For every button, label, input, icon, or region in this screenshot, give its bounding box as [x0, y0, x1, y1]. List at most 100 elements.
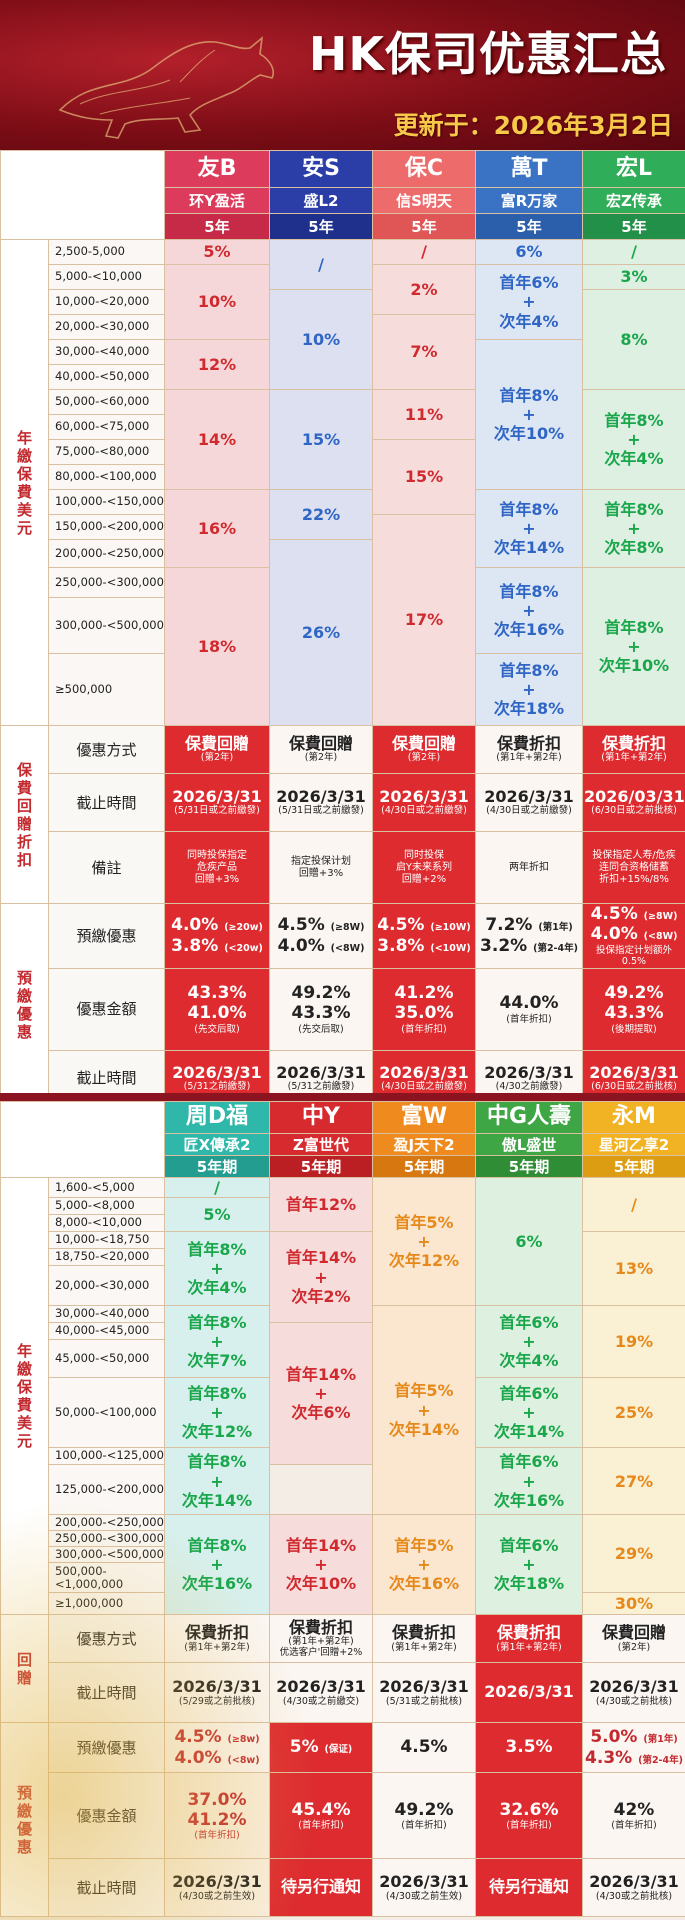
premium-range: 500,000- <1,000,000 [48, 1562, 165, 1594]
rate-cell: 首年6% + 次年18% [475, 1514, 583, 1616]
rate-cell: / [582, 239, 685, 265]
rate-cell: 11% [372, 389, 476, 440]
company-name: 中G人壽 [475, 1101, 583, 1134]
prepay-cell: 4.5% (≥8w) 4.0% (<8w) [164, 1722, 270, 1774]
section-label: 年繳保費美元 [0, 239, 49, 726]
deadline-cell: 待另行通知 [269, 1858, 373, 1918]
amount-cell: 41.2% 35.0% (首年折扣) [372, 967, 476, 1051]
product-name: 信S明天 [372, 187, 476, 214]
premium-range: 30,000-<40,000 [48, 339, 165, 365]
rate-cell: 首年8% + 次年10% [582, 567, 685, 726]
page-title: HK保司优惠汇总 [308, 27, 667, 81]
premium-range: 40,000-<45,000 [48, 1322, 165, 1341]
rate-cell: 首年6% + 次年16% [475, 1447, 583, 1516]
rate-cell: 首年6% + 次年14% [475, 1377, 583, 1449]
offer-method: 保費回贈 (第2年) [372, 725, 476, 774]
rate-cell: 30% [582, 1592, 685, 1616]
premium-range: 5,000-<8,000 [48, 1197, 165, 1216]
deadline-cell: 2026/03/31 (6/30日或之前批核) [582, 773, 685, 832]
prepay-cell: 5% (保证) [269, 1722, 373, 1774]
product-name: 宏Z传承 [582, 187, 685, 214]
company-name: 宏L [582, 150, 685, 188]
section-label: 年繳保費美元 [0, 1176, 49, 1616]
deadline-cell: 2026/3/31 (4/30或之前生效) [372, 1858, 476, 1918]
offer-method: 保費折扣 (第1年+第2年) 优选客户'回贈+2% [269, 1614, 373, 1664]
row-label: 備註 [48, 831, 165, 904]
premium-range: 30,000-<40,000 [48, 1305, 165, 1324]
update-date: 更新于：2026年3月2日 [393, 111, 673, 140]
rate-cell: 7% [372, 314, 476, 390]
company-name: 保C [372, 150, 476, 188]
company-name: 友B [164, 150, 270, 188]
rate-cell: 26% [269, 539, 373, 726]
rate-cell: 首年8% + 次年8% [582, 489, 685, 568]
deadline-cell: 2026/3/31 (5/31日或之前繳發) [164, 773, 270, 832]
offer-method: 保費回贈 (第2年) [269, 725, 373, 774]
section-label: 預繳優惠 [0, 1722, 49, 1918]
rate-cell: 首年5% + 次年12% [372, 1176, 476, 1307]
product-years: 5年 [269, 213, 373, 240]
note-cell: 同時投保指定 危疾产品 回贈+3% [164, 831, 270, 904]
prepay-cell: 4.5% (≥10W) 3.8% (<10W) [372, 903, 476, 969]
rate-cell: 14% [164, 389, 270, 490]
rate-cell: 首年14% + 次年6% [269, 1322, 373, 1466]
premium-range: 18,750-<20,000 [48, 1248, 165, 1267]
note-cell: 投保指定人寿/危疾 连同合资格储蓄 折扣+15%/8% [582, 831, 685, 904]
premium-range: 300,000-<500,000 [48, 597, 165, 654]
amount-cell: 49.2% (首年折扣) [372, 1772, 476, 1860]
offer-method: 保費回贈 (第2年) [582, 1614, 685, 1664]
premium-range: 250,000-<300,000 [48, 1530, 165, 1548]
product-name: 富R万家 [475, 187, 583, 214]
row-label: 優惠金額 [48, 1772, 165, 1860]
product-name: 星河乙享2 [582, 1133, 685, 1156]
rate-cell: 3% [582, 264, 685, 290]
rate-cell: 首年8% + 次年10% [475, 339, 583, 490]
premium-range: 1,600-<5,000 [48, 1176, 165, 1199]
rate-cell: 首年8% + 次年4% [582, 389, 685, 490]
rate-cell: 首年8% + 次年4% [164, 1231, 270, 1307]
rate-cell: 首年12% [269, 1176, 373, 1233]
premium-range: 200,000-<250,000 [48, 1514, 165, 1532]
rate-cell: 首年14% + 次年2% [269, 1231, 373, 1324]
product-years: 5年 [582, 213, 685, 240]
deadline-cell: 2026/3/31 (4/30或之前批核) [582, 1662, 685, 1724]
premium-range: ≥1,000,000 [48, 1592, 165, 1616]
rate-cell: 首年8% + 次年7% [164, 1305, 270, 1379]
rate-cell: 25% [582, 1377, 685, 1449]
rate-cell: / [582, 1176, 685, 1233]
rate-cell: 15% [372, 439, 476, 515]
deadline-cell: 待另行通知 [475, 1858, 583, 1918]
section-label: 預繳優惠 [0, 903, 49, 1107]
company-name: 周D福 [164, 1101, 270, 1134]
rate-cell: 首年8% + 次年18% [475, 653, 583, 726]
deadline-cell: 2026/3/31 (4/30或之前生效) [164, 1858, 270, 1918]
rate-cell: 首年8% + 次年16% [164, 1514, 270, 1616]
rate-cell: 22% [269, 489, 373, 540]
prepay-cell: 4.5% (≥8W) 4.0% (<8W) [269, 903, 373, 969]
rate-cell: 6% [475, 239, 583, 265]
rate-cell: 12% [164, 339, 270, 390]
prepay-cell: 5.0% (第1年) 4.3% (第2-4年) [582, 1722, 685, 1774]
premium-range: 200,000-<250,000 [48, 539, 165, 568]
row-label: 優惠方式 [48, 725, 165, 774]
deadline-cell: 2026/3/31 [475, 1662, 583, 1724]
amount-cell: 42% (首年折扣) [582, 1772, 685, 1860]
product-name: 盈J天下2 [372, 1133, 476, 1156]
rate-cell: / [372, 239, 476, 265]
rate-cell: 10% [269, 289, 373, 390]
rate-cell: 17% [372, 514, 476, 726]
row-label: 預繳優惠 [48, 1722, 165, 1774]
premium-range: 300,000-<500,000 [48, 1546, 165, 1564]
product-years: 5年期 [475, 1155, 583, 1178]
rate-cell: 首年8% + 次年14% [164, 1447, 270, 1516]
premium-range: 250,000-<300,000 [48, 567, 165, 598]
deadline-cell: 2026/3/31 (5/29或之前批核) [164, 1662, 270, 1724]
rate-cell: 首年8% + 次年12% [164, 1377, 270, 1449]
company-name: 安S [269, 150, 373, 188]
rate-cell: 5% [164, 1197, 270, 1233]
rate-cell: 5% [164, 239, 270, 265]
row-label: 優惠金額 [48, 967, 165, 1051]
company-name: 永M [582, 1101, 685, 1134]
section-divider [0, 1093, 685, 1101]
rate-cell: 15% [269, 389, 373, 490]
